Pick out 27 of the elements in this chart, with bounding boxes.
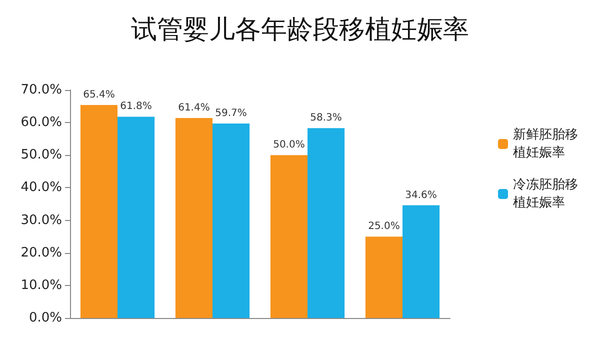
data-label: 58.3% (310, 112, 342, 124)
data-label: 50.0% (273, 140, 305, 151)
data-label: 34.6% (405, 190, 437, 201)
bar (212, 124, 250, 318)
data-label: 61.4% (178, 102, 210, 114)
y-tick-label: 70.0% (20, 82, 62, 98)
legend-label: 新鲜胚胎移植妊娠率 (513, 128, 578, 160)
legend-label: 冷冻胚胎移植妊娠率 (513, 178, 578, 210)
data-label: 59.7% (215, 108, 247, 120)
bar (365, 236, 402, 318)
bar (402, 205, 440, 318)
y-tick-label: 60.0% (20, 115, 62, 130)
y-tick-label: 20.0% (20, 245, 62, 260)
y-tick-label: 50.0% (20, 148, 62, 163)
chart-title: 试管婴儿各年龄段移植妊娠率 (131, 15, 469, 45)
bar (270, 155, 308, 318)
bar (175, 118, 212, 318)
y-tick-label: 0.0% (28, 310, 62, 326)
data-label: 65.4% (83, 89, 115, 100)
bar (118, 116, 155, 318)
y-tick-label: 40.0% (20, 180, 62, 196)
bar (308, 128, 345, 318)
y-tick-label: 10.0% (20, 278, 62, 293)
y-tick-label: 30.0% (20, 212, 62, 228)
data-label: 61.8% (120, 101, 152, 112)
bar (80, 104, 118, 318)
data-label: 25.0% (368, 221, 400, 232)
